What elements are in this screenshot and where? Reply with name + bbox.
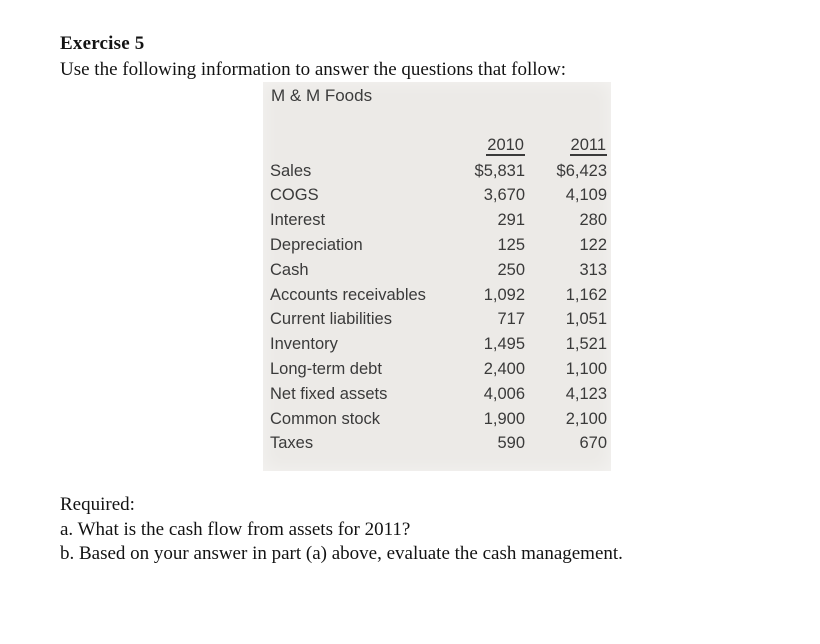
table-row-long-term-debt: Long-term debt 2,400 1,100	[270, 357, 607, 382]
row-label: Long-term debt	[270, 360, 382, 379]
required-label: Required:	[60, 494, 135, 515]
value-2011: 313	[579, 260, 607, 279]
value-2010: 1,495	[483, 335, 525, 354]
value-2011: 1,521	[565, 335, 607, 354]
table-row-depreciation: Depreciation 125 122	[270, 233, 607, 258]
row-label: Accounts receivables	[270, 285, 426, 304]
table-row-cash: Cash 250 313	[270, 258, 607, 283]
questions-block: Required: a. What is the cash flow from …	[60, 493, 623, 567]
value-2010: 1,900	[483, 409, 525, 428]
value-2010: 250	[497, 260, 525, 279]
table-row-net-fixed-assets: Net fixed assets 4,006 4,123	[270, 382, 607, 407]
row-label: Net fixed assets	[270, 384, 388, 403]
value-2011: 1,100	[565, 360, 607, 379]
value-2010: 125	[497, 236, 525, 255]
value-2011: 1,051	[565, 310, 607, 329]
value-2010: 1,092	[483, 285, 525, 304]
question-a: a. What is the cash flow from assets for…	[60, 518, 411, 540]
value-2011: 4,123	[565, 384, 607, 403]
table-row-cogs: COGS 3,670 4,109	[270, 184, 607, 209]
value-2011: 4,109	[565, 186, 607, 205]
table-row-current-liabilities: Current liabilities 717 1,051	[270, 308, 607, 333]
company-name: M & M Foods	[271, 86, 373, 105]
value-2010: 291	[497, 211, 525, 230]
row-label: COGS	[270, 186, 319, 205]
row-label: Taxes	[270, 434, 314, 453]
row-label: Sales	[270, 161, 312, 180]
value-2010: 4,006	[483, 384, 525, 403]
question-b: b. Based on your answer in part (a) abov…	[60, 543, 623, 564]
row-label: Common stock	[270, 409, 381, 428]
value-2010: 590	[497, 434, 525, 453]
table-row-sales: Sales $5,831 $6,423	[270, 159, 607, 184]
table-row-accounts-receivables: Accounts receivables 1,092 1,162	[270, 283, 607, 308]
value-2011: 2,100	[565, 409, 607, 428]
value-2010: 3,670	[483, 186, 525, 205]
intro-text: Use the following information to answer …	[60, 59, 567, 80]
value-2010: 717	[497, 310, 525, 329]
row-label: Interest	[270, 211, 326, 230]
value-2011: $6,423	[556, 161, 607, 180]
column-header-2011: 2011	[569, 136, 607, 157]
value-2011: 670	[579, 434, 607, 453]
table-row-interest: Interest 291 280	[270, 208, 607, 233]
financial-table: 2010 2011 Sales $5,831 $6,423 COGS 3,670…	[270, 134, 607, 456]
table-header-row: 2010 2011	[270, 134, 607, 159]
row-label: Inventory	[270, 335, 338, 354]
column-header-2010: 2010	[486, 136, 525, 157]
row-label: Current liabilities	[270, 310, 392, 329]
value-2010: $5,831	[474, 161, 525, 180]
table-row-common-stock: Common stock 1,900 2,100	[270, 407, 607, 432]
table-row-taxes: Taxes 590 670	[270, 432, 607, 457]
value-2011: 1,162	[565, 285, 607, 304]
value-2011: 122	[579, 236, 607, 255]
table-row-inventory: Inventory 1,495 1,521	[270, 332, 607, 357]
value-2010: 2,400	[483, 360, 525, 379]
exercise-title: Exercise 5	[60, 33, 145, 54]
row-label: Depreciation	[270, 236, 363, 255]
row-label: Cash	[270, 260, 309, 279]
value-2011: 280	[579, 211, 607, 230]
financial-data-panel: M & M Foods 2010 2011 Sales $5,831 $6,42…	[263, 82, 611, 471]
